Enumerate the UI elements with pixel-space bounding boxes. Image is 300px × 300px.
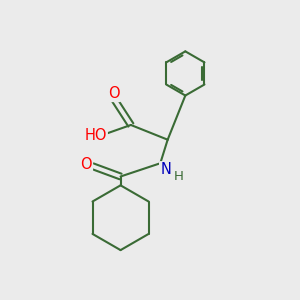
Text: O: O (80, 157, 92, 172)
Text: N: N (160, 162, 171, 177)
Text: O: O (108, 86, 120, 101)
Text: H: H (174, 170, 184, 183)
Text: HO: HO (84, 128, 107, 143)
